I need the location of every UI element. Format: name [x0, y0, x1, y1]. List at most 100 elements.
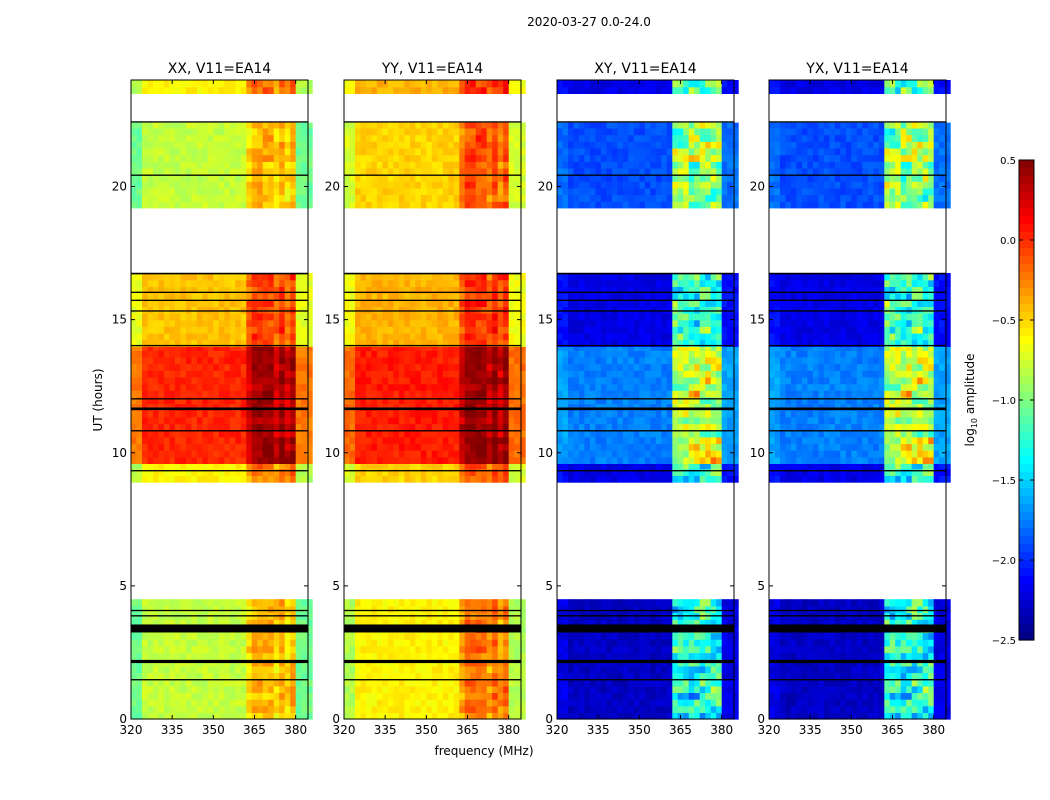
- heatmap-cell: [153, 80, 160, 88]
- heatmap-cell: [251, 390, 258, 398]
- heatmap-cell: [196, 692, 203, 700]
- heatmap-cell: [382, 672, 389, 680]
- heatmap-cell: [136, 286, 143, 294]
- heatmap-cell: [694, 705, 701, 713]
- heatmap-cell: [459, 370, 466, 378]
- heatmap-cell: [387, 167, 394, 176]
- heatmap-cell: [409, 639, 416, 647]
- heatmap-cell: [481, 645, 488, 654]
- heatmap-cell: [366, 181, 373, 189]
- heatmap-cell: [207, 605, 214, 614]
- heatmap-cell: [459, 279, 466, 287]
- heatmap-cell: [508, 174, 515, 182]
- heatmap-cell: [376, 672, 383, 680]
- heatmap-cell: [246, 141, 253, 149]
- heatmap-cell: [519, 147, 526, 156]
- heatmap-cell: [153, 376, 160, 385]
- heatmap-cell: [246, 645, 253, 654]
- heatmap-cell: [470, 161, 477, 169]
- heatmap-cell: [268, 652, 275, 660]
- heatmap-cell: [376, 313, 383, 321]
- heatmap-cell: [398, 672, 405, 680]
- heatmap-cell: [273, 141, 280, 149]
- heatmap-cell: [213, 141, 220, 149]
- heatmap-cell: [273, 645, 280, 654]
- heatmap-cell: [448, 599, 455, 607]
- heatmap-cell: [431, 356, 438, 365]
- heatmap-cell: [376, 370, 383, 378]
- heatmap-cell: [202, 201, 209, 209]
- heatmap-cell: [257, 430, 264, 438]
- heatmap-cell: [497, 450, 504, 458]
- heatmap-cell: [251, 430, 258, 438]
- heatmap-cell: [273, 468, 280, 476]
- heatmap-cell: [169, 443, 176, 451]
- heatmap-cell: [426, 450, 433, 458]
- heatmap-cell: [284, 450, 291, 458]
- heatmap-cell: [503, 147, 510, 156]
- heatmap-cell: [142, 141, 149, 149]
- heatmap-cell: [393, 306, 400, 314]
- heatmap-cell: [514, 632, 521, 640]
- heatmap-cell: [284, 319, 291, 327]
- heatmap-cell: [355, 306, 362, 314]
- heatmap-cell: [235, 147, 242, 156]
- heatmap-cell: [268, 443, 275, 451]
- heatmap-cell: [202, 187, 209, 196]
- heatmap-cell: [349, 639, 356, 647]
- heatmap-cell: [398, 167, 405, 176]
- heatmap-cell: [131, 339, 138, 347]
- heatmap-cell: [409, 174, 416, 182]
- heatmap-cell: [257, 390, 264, 398]
- heatmap-cell: [366, 346, 373, 351]
- heatmap-cell: [453, 141, 460, 149]
- heatmap-cell: [268, 705, 275, 713]
- heatmap-cell: [180, 605, 187, 614]
- heatmap-cell: [131, 147, 138, 156]
- heatmap-cell: [169, 154, 176, 162]
- heatmap-cell: [732, 625, 739, 634]
- heatmap-cell: [158, 346, 165, 351]
- heatmap-cell: [284, 174, 291, 182]
- heatmap-cell: [366, 293, 373, 301]
- heatmap-cell: [448, 712, 455, 720]
- heatmap-cell: [426, 605, 433, 614]
- heatmap-cell: [492, 645, 499, 654]
- heatmap-cell: [622, 679, 629, 687]
- heatmap-cell: [251, 161, 258, 169]
- heatmap-cell: [344, 319, 351, 327]
- heatmap-cell: [393, 383, 400, 391]
- heatmap-cell: [459, 293, 466, 301]
- heatmap-cell: [136, 363, 143, 371]
- heatmap-cell: [437, 376, 444, 385]
- heatmap-cell: [557, 699, 564, 707]
- heatmap-cell: [699, 619, 706, 627]
- heatmap-cell: [644, 632, 651, 640]
- heatmap-cell: [169, 174, 176, 182]
- heatmap-cell: [514, 161, 521, 169]
- heatmap-cell: [136, 436, 143, 445]
- heatmap-cell: [486, 665, 493, 674]
- heatmap-cell: [442, 599, 449, 607]
- heatmap-cell: [131, 273, 138, 281]
- heatmap-cell: [486, 605, 493, 614]
- heatmap-cell: [174, 332, 181, 341]
- heatmap-cell: [387, 319, 394, 327]
- heatmap-cell: [514, 430, 521, 438]
- heatmap-cell: [163, 436, 170, 445]
- heatmap-cell: [306, 599, 313, 607]
- heatmap-cell: [431, 86, 438, 94]
- heatmap-cell: [568, 712, 575, 720]
- heatmap-cell: [240, 416, 247, 425]
- heatmap-cell: [131, 605, 138, 614]
- heatmap-cell: [503, 450, 510, 458]
- heatmap-cell: [376, 299, 383, 307]
- heatmap-cell: [492, 692, 499, 700]
- heatmap-cell: [290, 410, 297, 418]
- heatmap-cell: [683, 619, 690, 627]
- heatmap-cell: [295, 605, 302, 614]
- heatmap-cell: [393, 363, 400, 371]
- x-tick-label: 380: [284, 723, 307, 737]
- heatmap-cell: [257, 134, 264, 142]
- heatmap-cell: [393, 705, 400, 713]
